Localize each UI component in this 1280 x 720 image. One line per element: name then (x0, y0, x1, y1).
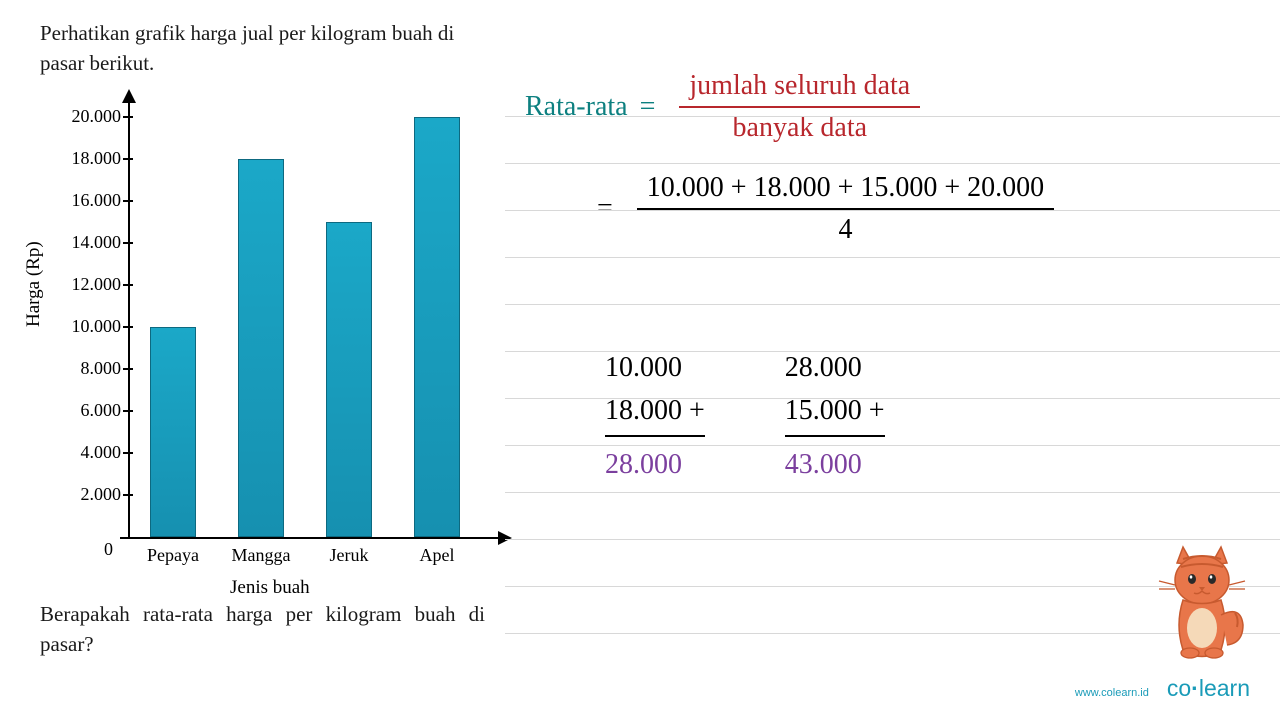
equals-sign: = (597, 193, 613, 225)
right-panel: Rata-rata = jumlah seluruh data banyak d… (505, 0, 1280, 720)
formula-definition: Rata-rata = jumlah seluruh data banyak d… (525, 70, 1250, 144)
y-axis-line (128, 101, 130, 539)
y-tick (123, 284, 133, 286)
bar-mangga (238, 159, 284, 537)
addition-sum: 43.000 (785, 435, 885, 486)
cat-mascot-icon (1155, 545, 1250, 660)
bar-jeruk (326, 222, 372, 537)
substitution-fraction: 10.000 + 18.000 + 15.000 + 20.000 4 (637, 172, 1054, 246)
addend-bottom: 15.000 + (785, 389, 885, 432)
y-tick-label: 18.000 (51, 148, 121, 169)
y-tick (123, 410, 133, 412)
y-axis-title: Harga (Rp) (23, 241, 45, 327)
y-tick-label: 20.000 (51, 106, 121, 127)
y-tick-label: 2.000 (51, 484, 121, 505)
y-tick (123, 242, 133, 244)
formula-label: Rata-rata (525, 91, 628, 123)
formula-fraction: jumlah seluruh data banyak data (679, 70, 920, 144)
addition-sum: 28.000 (605, 435, 705, 486)
substitution-numerator: 10.000 + 18.000 + 15.000 + 20.000 (637, 172, 1054, 210)
substitution-denominator: 4 (838, 210, 852, 246)
addition-block: 10.00018.000 +28.000 (605, 346, 705, 486)
x-axis-title: Jenis buah (230, 577, 310, 599)
formula-numerator: jumlah seluruh data (679, 70, 920, 108)
bar-chart: 0 Harga (Rp) Jenis buah 2.0004.0006.0008… (40, 91, 485, 581)
footer: www.colearn.id co·learn (1075, 675, 1250, 702)
left-panel: Perhatikan grafik harga jual per kilogra… (0, 0, 505, 720)
x-category-label: Pepaya (133, 545, 213, 566)
y-axis-arrow-icon (122, 89, 136, 103)
y-tick (123, 116, 133, 118)
x-category-label: Mangga (221, 545, 301, 566)
addend-top: 10.000 (605, 346, 705, 389)
y-tick-label: 16.000 (51, 190, 121, 211)
y-tick (123, 494, 133, 496)
brand-logo: co·learn (1167, 675, 1250, 702)
y-tick-label: 8.000 (51, 358, 121, 379)
y-tick-label: 10.000 (51, 316, 121, 337)
bar-apel (414, 117, 460, 537)
formula-denominator: banyak data (733, 108, 868, 144)
x-category-label: Jeruk (309, 545, 389, 566)
x-category-label: Apel (397, 545, 477, 566)
y-tick (123, 368, 133, 370)
substitution-line: = 10.000 + 18.000 + 15.000 + 20.000 4 (585, 172, 1250, 246)
additions-container: 10.00018.000 +28.00028.00015.000 +43.000 (605, 346, 1250, 486)
y-tick-label: 6.000 (51, 400, 121, 421)
addition-block: 28.00015.000 +43.000 (785, 346, 885, 486)
question-intro: Perhatikan grafik harga jual per kilogra… (40, 18, 485, 79)
y-tick (123, 452, 133, 454)
y-tick (123, 200, 133, 202)
y-tick (123, 326, 133, 328)
y-tick (123, 158, 133, 160)
zero-label: 0 (104, 539, 113, 560)
question-ask: Berapakah rata-rata harga per kilogram b… (40, 599, 485, 660)
y-tick-label: 12.000 (51, 274, 121, 295)
x-axis-line (120, 537, 500, 539)
y-tick-label: 14.000 (51, 232, 121, 253)
y-tick-label: 4.000 (51, 442, 121, 463)
footer-url: www.colearn.id (1075, 687, 1149, 699)
bar-pepaya (150, 327, 196, 537)
equals-sign: = (640, 91, 656, 123)
addend-bottom: 18.000 + (605, 389, 705, 432)
addend-top: 28.000 (785, 346, 885, 389)
